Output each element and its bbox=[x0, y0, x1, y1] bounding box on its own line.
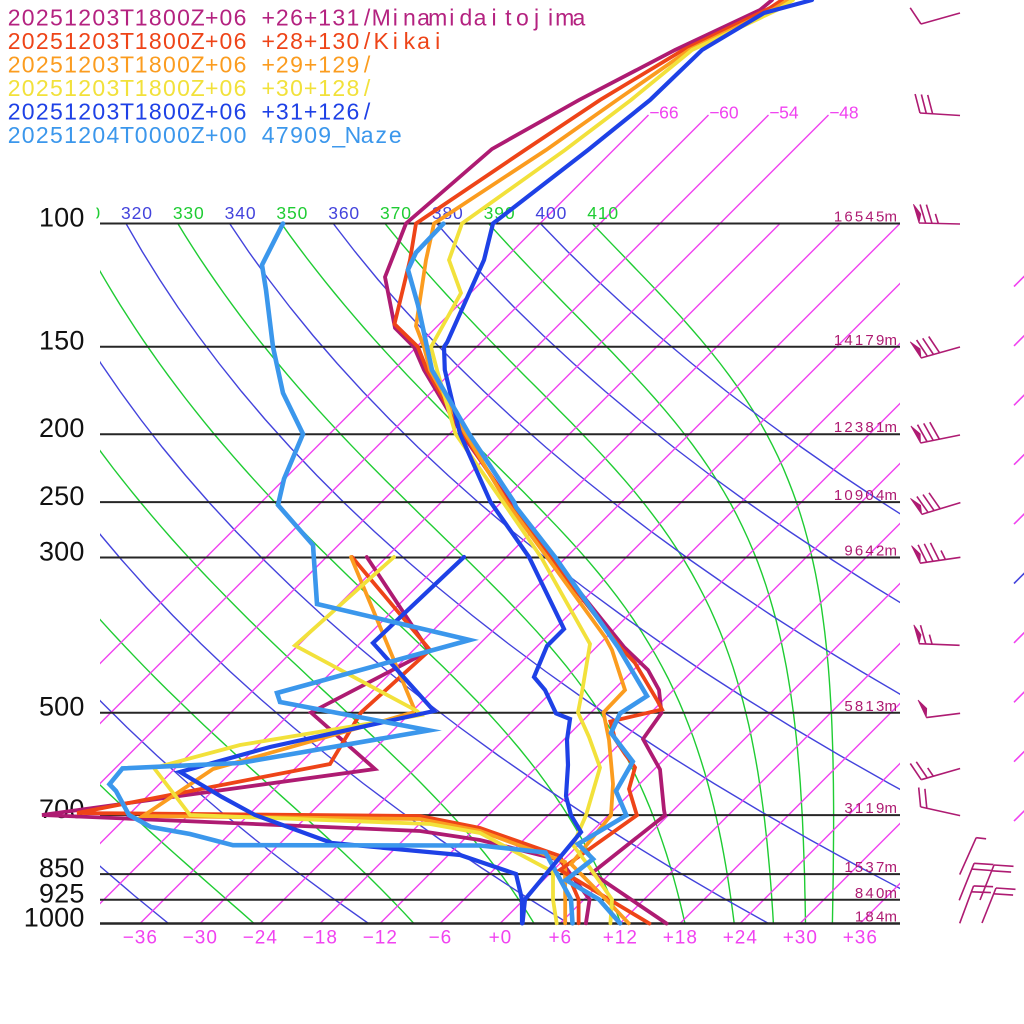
svg-text:925: 925 bbox=[39, 879, 84, 909]
svg-text:14179m: 14179m bbox=[834, 332, 897, 349]
svg-text:850: 850 bbox=[39, 853, 84, 883]
svg-text:20251203T1800Z+06 +30+128/: 20251203T1800Z+06 +30+128/ bbox=[8, 75, 371, 101]
svg-text:184m: 184m bbox=[855, 909, 897, 926]
svg-text:−6: −6 bbox=[429, 928, 452, 949]
svg-text:100: 100 bbox=[39, 202, 84, 232]
svg-text:1537m: 1537m bbox=[844, 859, 897, 876]
svg-text:+36: +36 bbox=[843, 928, 877, 949]
svg-text:5813m: 5813m bbox=[844, 698, 897, 715]
svg-text:16545m: 16545m bbox=[834, 209, 897, 226]
svg-text:−48: −48 bbox=[829, 103, 858, 123]
svg-text:+6: +6 bbox=[549, 928, 572, 949]
svg-text:840m: 840m bbox=[855, 885, 897, 902]
svg-text:−60: −60 bbox=[709, 103, 739, 123]
svg-text:20251203T1800Z+06 +28+130/Kika: 20251203T1800Z+06 +28+130/Kikai bbox=[8, 28, 441, 54]
svg-text:150: 150 bbox=[39, 326, 84, 356]
svg-text:300: 300 bbox=[39, 536, 84, 566]
svg-text:370: 370 bbox=[380, 203, 411, 223]
svg-text:3119m: 3119m bbox=[844, 800, 897, 817]
svg-text:+18: +18 bbox=[663, 928, 697, 949]
svg-text:400: 400 bbox=[535, 203, 566, 223]
svg-text:−24: −24 bbox=[243, 928, 278, 949]
svg-text:340: 340 bbox=[225, 203, 256, 223]
svg-text:+12: +12 bbox=[603, 928, 637, 949]
svg-text:−66: −66 bbox=[649, 103, 678, 123]
svg-text:20251204T0000Z+00 47909_Naze: 20251204T0000Z+00 47909_Naze bbox=[8, 122, 402, 148]
svg-text:310: 310 bbox=[69, 203, 100, 223]
svg-text:200: 200 bbox=[39, 413, 84, 443]
svg-text:12381m: 12381m bbox=[834, 419, 897, 436]
svg-text:+0: +0 bbox=[489, 928, 512, 949]
svg-text:10904m: 10904m bbox=[834, 487, 897, 504]
svg-text:−30: −30 bbox=[183, 928, 217, 949]
svg-text:320: 320 bbox=[121, 203, 152, 223]
svg-text:−54: −54 bbox=[769, 103, 799, 123]
svg-text:9642m: 9642m bbox=[844, 543, 897, 560]
svg-text:410: 410 bbox=[587, 203, 618, 223]
svg-text:390: 390 bbox=[484, 203, 515, 223]
svg-text:500: 500 bbox=[39, 692, 84, 722]
svg-text:+30: +30 bbox=[783, 928, 817, 949]
svg-text:20251203T1800Z+06 +29+129/: 20251203T1800Z+06 +29+129/ bbox=[8, 52, 371, 78]
svg-text:330: 330 bbox=[173, 203, 204, 223]
svg-text:−12: −12 bbox=[363, 928, 397, 949]
svg-text:350: 350 bbox=[276, 203, 307, 223]
svg-text:−36: −36 bbox=[123, 928, 157, 949]
svg-text:−18: −18 bbox=[303, 928, 337, 949]
svg-text:20251203T1800Z+06 +31+126/: 20251203T1800Z+06 +31+126/ bbox=[8, 99, 371, 125]
svg-text:250: 250 bbox=[39, 481, 84, 511]
svg-text:+24: +24 bbox=[723, 928, 758, 949]
svg-text:360: 360 bbox=[328, 203, 359, 223]
svg-text:1000: 1000 bbox=[24, 902, 85, 932]
